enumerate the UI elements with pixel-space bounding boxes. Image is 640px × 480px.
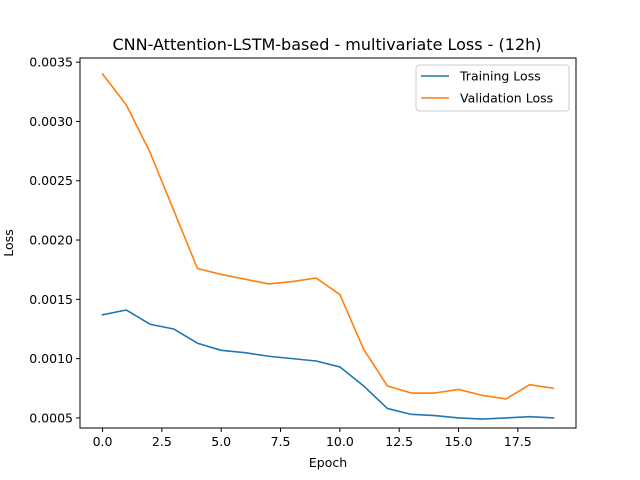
y-tick-label: 0.0015: [29, 292, 73, 307]
y-tick-label: 0.0005: [29, 410, 73, 425]
legend-items: Training Loss Validation Loss: [421, 69, 553, 106]
x-tick-label: 7.5: [271, 434, 291, 449]
legend: Training Loss Validation Loss: [415, 64, 570, 112]
x-tick-label: 15.0: [445, 434, 473, 449]
plot-frame: [79, 57, 577, 429]
y-tick-label: 0.0035: [29, 55, 73, 70]
y-tick-label: 0.0020: [29, 233, 73, 248]
series-layer: [101, 72, 555, 420]
plot-area: 0.0 2.5 5.0 7.5 10.0 12.5 15.0 17.5 0.0005 0.001…: [29, 55, 577, 449]
legend-label-training-loss: Training Loss: [459, 69, 541, 84]
x-tick-label: 2.5: [152, 434, 172, 449]
y-tick-label: 0.0030: [29, 114, 73, 129]
y-axis-label: Loss: [1, 229, 16, 256]
y-axis-ticks: 0.0005 0.0010 0.0015 0.0020 0.0025 0.0030 0.00…: [29, 55, 80, 425]
x-tick-label: 12.5: [385, 434, 413, 449]
legend-label-validation-loss: Validation Loss: [460, 91, 553, 106]
x-tick-label: 5.0: [211, 434, 231, 449]
series-line-validation-loss: [101, 72, 555, 400]
legend-box: [415, 64, 570, 112]
chart-title: CNN-Attention-LSTM-based - multivariate …: [112, 35, 541, 54]
series-line-training-loss: [101, 309, 555, 420]
y-tick-label: 0.0025: [29, 173, 73, 188]
x-tick-label: 10.0: [326, 434, 354, 449]
x-tick-label: 17.5: [504, 434, 532, 449]
x-axis-label: Epoch: [309, 455, 347, 470]
y-tick-label: 0.0010: [29, 351, 73, 366]
x-tick-label: 0.0: [93, 434, 113, 449]
x-axis-ticks: 0.0 2.5 5.0 7.5 10.0 12.5 15.0 17.5: [93, 428, 532, 449]
